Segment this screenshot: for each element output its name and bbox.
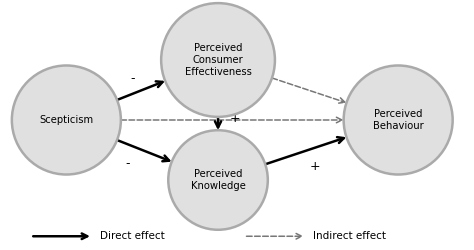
- Ellipse shape: [161, 3, 275, 117]
- Text: Perceived
Knowledge: Perceived Knowledge: [191, 169, 246, 191]
- Text: Perceived
Behaviour: Perceived Behaviour: [373, 109, 424, 131]
- Text: Perceived
Consumer
Effectiveness: Perceived Consumer Effectiveness: [184, 42, 252, 78]
- Text: +: +: [310, 160, 320, 173]
- Text: Direct effect: Direct effect: [100, 231, 164, 241]
- Text: Indirect effect: Indirect effect: [313, 231, 386, 241]
- Ellipse shape: [12, 66, 121, 174]
- Ellipse shape: [344, 66, 453, 174]
- Text: Scepticism: Scepticism: [39, 115, 93, 125]
- Text: -: -: [130, 72, 135, 85]
- Text: -: -: [126, 157, 130, 170]
- Text: +: +: [229, 112, 240, 125]
- Ellipse shape: [168, 130, 268, 230]
